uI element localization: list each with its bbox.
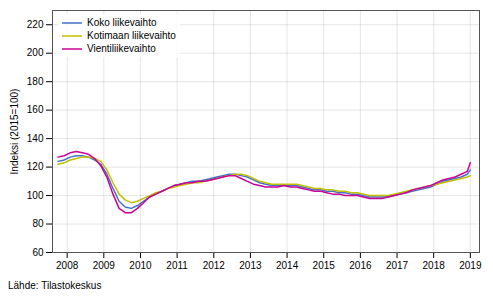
svg-text:2019: 2019	[459, 260, 482, 271]
svg-text:120: 120	[27, 161, 44, 172]
svg-text:2012: 2012	[203, 260, 226, 271]
svg-text:2014: 2014	[276, 260, 299, 271]
svg-text:2009: 2009	[93, 260, 116, 271]
html-text:Kotimaan liikevaihto: Kotimaan liikevaihto	[87, 30, 176, 41]
html-text:Koko liikevaihto: Koko liikevaihto	[87, 17, 157, 28]
svg-text:2015: 2015	[313, 260, 336, 271]
svg-text:220: 220	[27, 19, 44, 30]
svg-text:2018: 2018	[423, 260, 446, 271]
html-text:Vientiliikevaihto: Vientiliikevaihto	[87, 43, 156, 54]
svg-text:60: 60	[32, 247, 44, 258]
svg-text:100: 100	[27, 190, 44, 201]
svg-text:2008: 2008	[56, 260, 79, 271]
svg-text:2010: 2010	[129, 260, 152, 271]
svg-text:2011: 2011	[166, 260, 188, 271]
svg-text:160: 160	[27, 104, 44, 115]
html-text:Lähde: Tilastokeskus: Lähde: Tilastokeskus	[8, 280, 102, 291]
svg-text:200: 200	[27, 47, 44, 58]
svg-text:Indeksi (2015=100): Indeksi (2015=100)	[9, 89, 20, 175]
svg-text:80: 80	[32, 218, 44, 229]
svg-text:180: 180	[27, 76, 44, 87]
svg-text:2017: 2017	[386, 260, 409, 271]
svg-text:2013: 2013	[239, 260, 262, 271]
svg-text:2016: 2016	[349, 260, 372, 271]
svg-text:140: 140	[27, 133, 44, 144]
